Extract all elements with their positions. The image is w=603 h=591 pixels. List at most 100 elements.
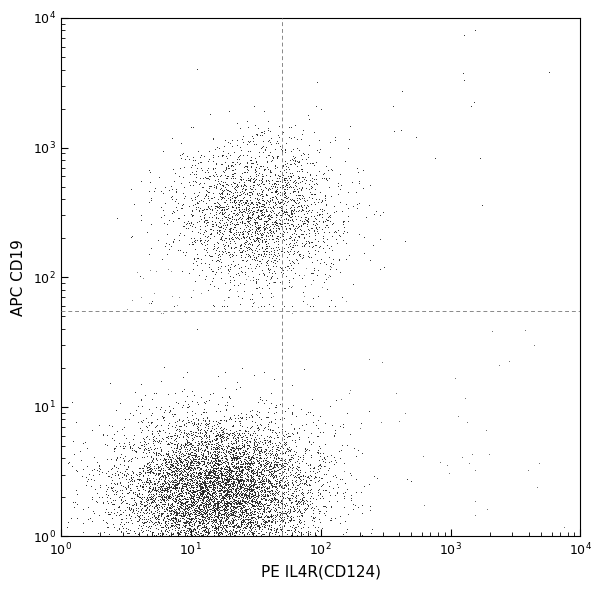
Point xyxy=(173,515,183,525)
Point xyxy=(294,528,304,537)
Point xyxy=(230,508,239,517)
Point xyxy=(213,460,223,470)
Point xyxy=(283,463,293,473)
Point xyxy=(142,505,151,515)
Point xyxy=(223,512,232,522)
Point xyxy=(192,477,202,486)
Point xyxy=(186,463,196,473)
Point xyxy=(218,146,228,155)
Point xyxy=(201,462,211,471)
Point xyxy=(161,532,171,541)
Point xyxy=(240,522,250,532)
Point xyxy=(236,492,246,502)
Point xyxy=(188,490,198,499)
Point xyxy=(249,507,259,517)
Point xyxy=(112,486,122,496)
Point xyxy=(163,462,172,472)
Point xyxy=(195,514,204,524)
Point xyxy=(293,532,303,541)
Point xyxy=(227,202,236,211)
Point xyxy=(200,173,210,182)
Point xyxy=(314,490,323,499)
Point xyxy=(292,507,302,517)
Point xyxy=(296,404,306,414)
Point xyxy=(252,232,262,242)
Point xyxy=(180,440,189,449)
Point xyxy=(239,449,249,459)
Point xyxy=(280,188,289,197)
Point xyxy=(155,438,165,447)
Point xyxy=(256,532,265,541)
Point xyxy=(273,220,282,229)
Point xyxy=(298,150,308,159)
Point xyxy=(127,453,137,462)
Point xyxy=(240,454,250,464)
Point xyxy=(222,484,232,493)
Point xyxy=(286,173,296,182)
Point xyxy=(155,472,165,482)
Point xyxy=(236,516,246,525)
Point xyxy=(255,532,265,541)
Point xyxy=(188,285,197,295)
Point xyxy=(227,171,236,181)
Point xyxy=(208,157,218,166)
Point xyxy=(242,448,252,457)
Point xyxy=(281,200,291,210)
Point xyxy=(148,527,157,537)
Point xyxy=(142,532,152,541)
Point xyxy=(201,216,211,225)
Point xyxy=(292,240,302,249)
Point xyxy=(280,239,290,249)
Point xyxy=(200,532,210,541)
Point xyxy=(226,160,235,170)
Point xyxy=(221,465,230,474)
Point xyxy=(227,454,237,463)
Point xyxy=(311,223,321,233)
Point xyxy=(175,463,185,473)
Point xyxy=(232,185,241,194)
Point xyxy=(237,479,247,488)
Point xyxy=(204,503,213,512)
Point xyxy=(255,235,265,244)
Point xyxy=(230,474,239,483)
Point xyxy=(221,474,231,483)
Point xyxy=(231,454,241,464)
Point xyxy=(254,175,264,184)
Point xyxy=(263,491,273,501)
Point xyxy=(226,445,235,454)
Point xyxy=(226,485,236,494)
Point xyxy=(296,496,306,506)
Point xyxy=(277,154,287,164)
Point xyxy=(159,453,168,463)
Point xyxy=(151,485,161,495)
Point xyxy=(207,449,216,459)
Point xyxy=(242,486,251,495)
Point xyxy=(241,242,250,252)
Point xyxy=(171,522,181,531)
Point xyxy=(211,202,221,211)
Point xyxy=(270,197,279,206)
Point xyxy=(209,462,218,471)
Point xyxy=(209,465,218,475)
Point xyxy=(253,210,263,220)
Point xyxy=(200,454,210,464)
Point xyxy=(297,190,307,200)
Point xyxy=(159,532,168,541)
Point xyxy=(237,504,247,513)
Point xyxy=(149,432,159,441)
Point xyxy=(203,495,213,505)
Point xyxy=(197,499,206,509)
Point xyxy=(298,492,308,501)
Point xyxy=(233,532,242,541)
Point xyxy=(176,486,186,496)
Point xyxy=(329,483,338,492)
Point xyxy=(300,471,309,480)
Point xyxy=(208,444,218,454)
Point xyxy=(223,137,233,147)
Point xyxy=(318,501,327,511)
Point xyxy=(163,264,173,274)
Point xyxy=(262,237,271,246)
Point xyxy=(291,225,300,235)
Point xyxy=(177,457,186,467)
Point xyxy=(248,272,258,282)
